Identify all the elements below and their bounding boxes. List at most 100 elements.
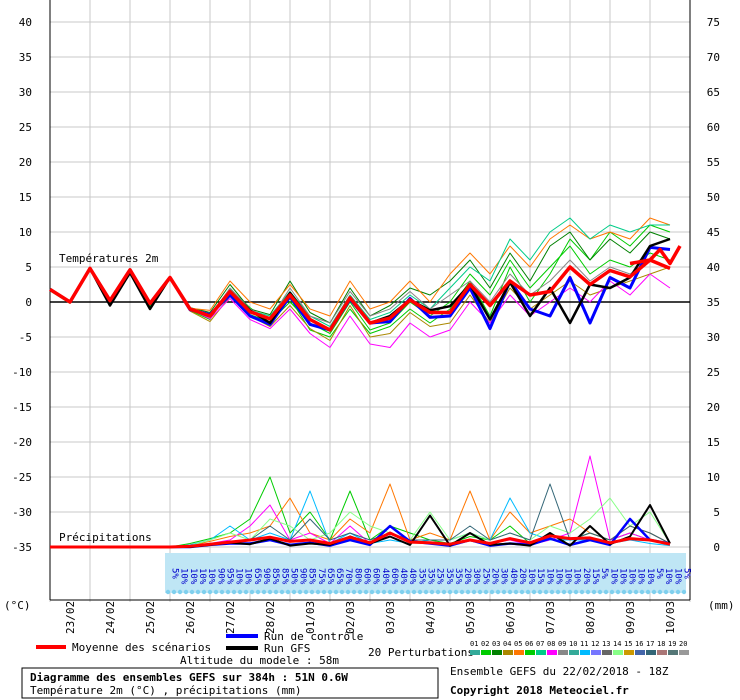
right-tick-label: 30 — [707, 331, 720, 344]
left-tick-label: 15 — [19, 191, 32, 204]
legend-perturbations-label: 20 Perturbations — [368, 646, 474, 659]
right-tick-label: 55 — [707, 156, 720, 169]
probability-dot — [411, 589, 417, 595]
probability-dot — [225, 589, 231, 595]
perturbation-swatch — [558, 650, 568, 655]
probability-dot — [303, 589, 309, 595]
left-tick-label: -20 — [12, 436, 32, 449]
probability-band-bg — [165, 553, 686, 593]
right-tick-label: 40 — [707, 261, 720, 274]
perturbation-id: 11 — [580, 640, 588, 648]
probability-dot — [501, 589, 507, 595]
probability-dot — [399, 589, 405, 595]
perturbation-id: 18 — [657, 640, 665, 648]
perturbation-id: 07 — [536, 640, 544, 648]
probability-label: 25% — [480, 568, 490, 585]
probability-dot — [579, 589, 585, 595]
left-tick-label: 35 — [19, 51, 32, 64]
perturbation-id: 04 — [503, 640, 511, 648]
left-tick-label: 25 — [19, 121, 32, 134]
perturbation-id: 01 — [470, 640, 478, 648]
probability-dot — [279, 589, 285, 595]
footer-box — [21, 667, 439, 699]
perturbation-id: 03 — [492, 640, 500, 648]
left-axis-unit: (°C) — [4, 599, 31, 612]
left-tick-label: -15 — [12, 401, 32, 414]
probability-label: 15% — [535, 568, 545, 585]
x-tick-label: 23/02 — [64, 601, 77, 634]
probability-dot — [471, 589, 477, 595]
x-tick-label: 03/03 — [384, 601, 397, 634]
footer-title: Diagramme des ensembles GEFS sur 384h : … — [30, 671, 348, 684]
x-tick-label: 10/03 — [664, 601, 677, 634]
right-axis-unit: (mm) — [708, 599, 735, 612]
perturbation-swatch — [613, 650, 623, 655]
probability-dot — [549, 589, 555, 595]
probability-label: 10% — [563, 568, 573, 585]
x-tick-label: 09/03 — [624, 601, 637, 634]
right-tick-label: 35 — [707, 296, 720, 309]
perturbation-id: 02 — [481, 640, 489, 648]
probability-dot — [675, 589, 681, 595]
probability-label: 10% — [206, 568, 216, 585]
perturbation-id: 15 — [624, 640, 632, 648]
probability-dot — [261, 589, 267, 595]
probability-label: 35% — [453, 568, 463, 585]
probability-dot — [441, 589, 447, 595]
probability-label: 5% — [681, 568, 691, 579]
probability-dot — [393, 589, 399, 595]
probability-dot — [597, 589, 603, 595]
probability-label: 35% — [426, 568, 436, 585]
probability-label: 85% — [279, 568, 289, 585]
x-tick-label: 24/02 — [104, 601, 117, 634]
probability-dot — [609, 589, 615, 595]
legend-control-label: Run de contrôle — [264, 630, 363, 643]
left-tick-label: -30 — [12, 506, 32, 519]
left-tick-label: -5 — [19, 331, 32, 344]
right-tick-label: 50 — [707, 191, 720, 204]
left-tick-label: 5 — [25, 261, 32, 274]
probability-dot — [531, 589, 537, 595]
probability-dot — [585, 589, 591, 595]
perturbation-swatch — [569, 650, 579, 655]
probability-dot — [645, 589, 651, 595]
perturbation-swatch — [503, 650, 513, 655]
probability-dot — [477, 589, 483, 595]
probability-dot — [465, 589, 471, 595]
x-tick-label: 26/02 — [184, 601, 197, 634]
precip-series-layer — [50, 455, 671, 549]
probability-dot — [285, 589, 291, 595]
probability-label: 30% — [499, 568, 509, 585]
probability-dot — [567, 589, 573, 595]
probability-dot — [561, 589, 567, 595]
right-tick-label: 45 — [707, 226, 720, 239]
legend-gfs-label: Run GFS — [264, 642, 310, 655]
perturbation-id: 05 — [514, 640, 522, 648]
probability-label: 10% — [608, 568, 618, 585]
probability-label: 90% — [215, 568, 225, 585]
left-tick-label: -10 — [12, 366, 32, 379]
probability-dot — [291, 589, 297, 595]
probability-dot — [351, 589, 357, 595]
probability-dot — [435, 589, 441, 595]
probability-dot — [231, 589, 237, 595]
left-tick-label: 0 — [25, 296, 32, 309]
right-tick-label: 70 — [707, 51, 720, 64]
probability-dot — [405, 589, 411, 595]
probability-dot — [249, 589, 255, 595]
probability-dot — [543, 589, 549, 595]
probability-dot — [345, 589, 351, 595]
probability-label: 85% — [307, 568, 317, 585]
probability-label: 5% — [599, 568, 609, 579]
probability-label: 10% — [553, 568, 563, 585]
right-tick-label: 0 — [713, 541, 720, 554]
x-tick-label: 02/03 — [344, 601, 357, 634]
probability-label: 10% — [179, 568, 189, 585]
probability-label: 95% — [224, 568, 234, 585]
probability-dot — [267, 589, 273, 595]
footer-subtitle: Température 2m (°C) , précipitations (mm… — [30, 684, 302, 697]
probability-label: 65% — [252, 568, 262, 585]
probability-dot — [339, 589, 345, 595]
probability-label: 80% — [352, 568, 362, 585]
probability-dot — [633, 589, 639, 595]
